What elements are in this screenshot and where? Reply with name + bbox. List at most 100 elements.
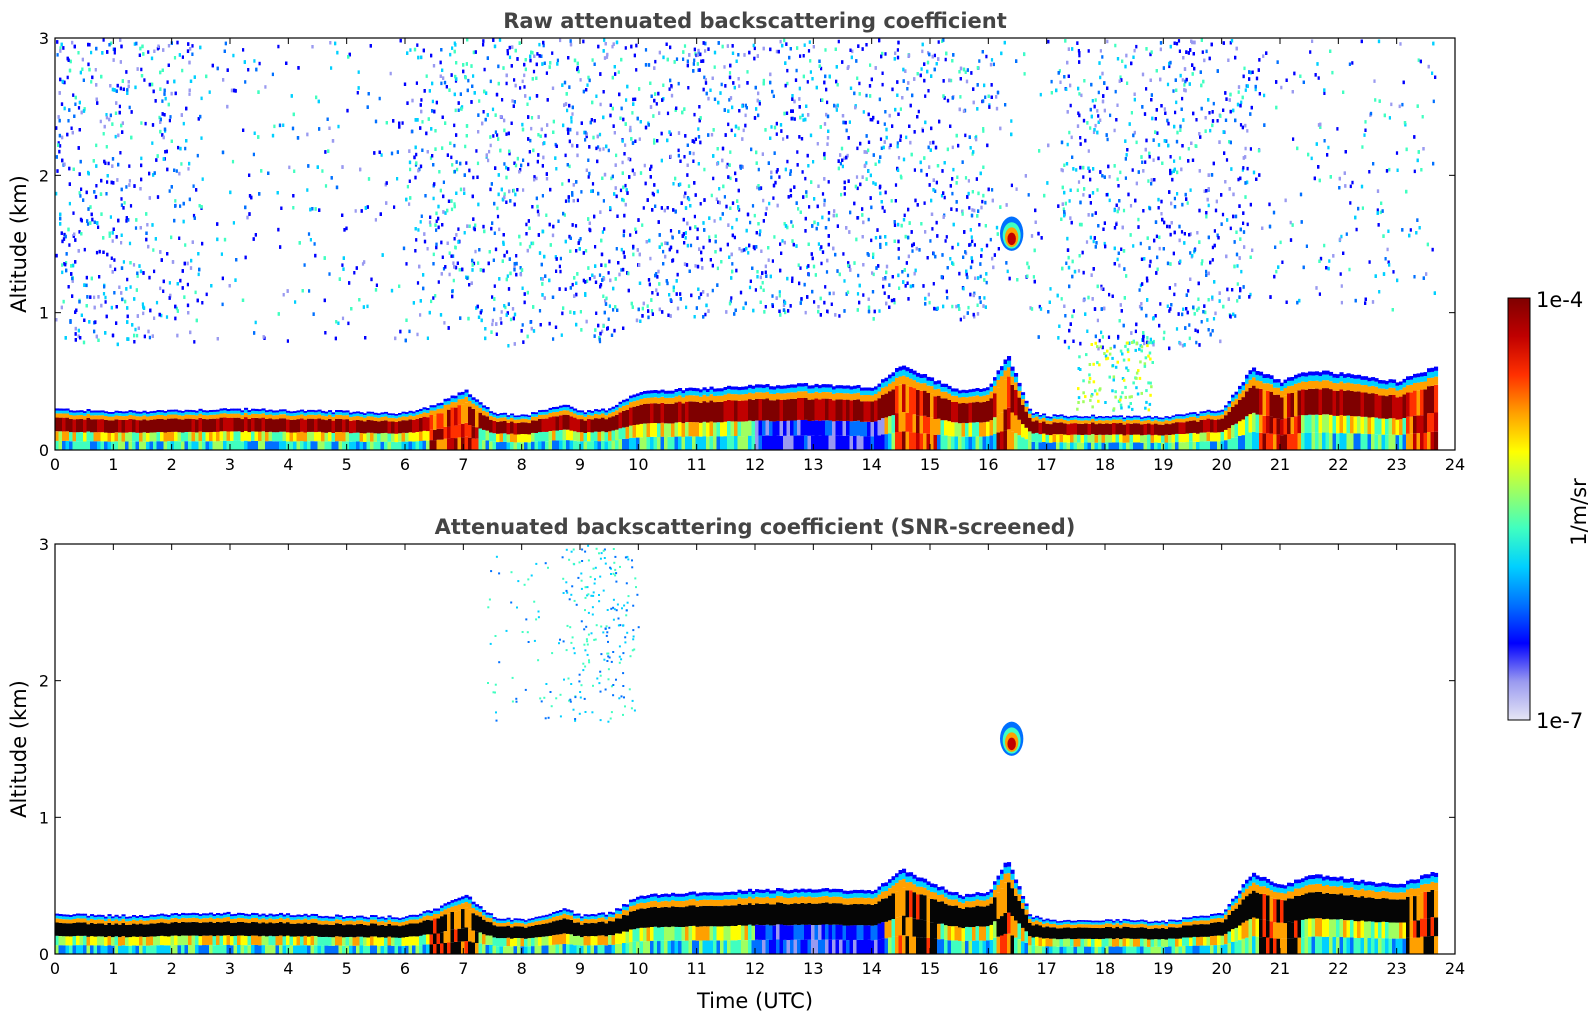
noise-pixel	[607, 271, 610, 275]
layer-cell	[1406, 380, 1411, 386]
layer-cell	[202, 412, 207, 415]
noise-pixel	[1166, 82, 1170, 87]
layer-cell	[951, 395, 956, 402]
noise-pixel	[653, 138, 656, 142]
noise-pixel	[897, 256, 900, 260]
layer-cell	[1129, 420, 1134, 424]
layer-cell	[769, 400, 774, 422]
noise-pixel	[66, 75, 69, 80]
layer-cell	[149, 411, 154, 414]
noise-pixel	[530, 116, 534, 120]
layer-cell	[167, 441, 172, 450]
noise-pixel	[401, 121, 404, 125]
layer-cell	[569, 440, 574, 450]
noise-pixel	[559, 269, 562, 274]
layer-cell	[741, 421, 746, 437]
layer-cell	[1010, 431, 1015, 450]
noise-pixel	[858, 81, 861, 86]
layer-cell	[611, 411, 616, 417]
layer-cell	[727, 399, 732, 422]
noise-pixel	[90, 50, 93, 55]
layer-cell	[1112, 434, 1117, 443]
layer-cell	[1010, 370, 1015, 377]
noise-pixel	[1189, 188, 1192, 192]
layer-cell	[643, 391, 648, 394]
layer-cell	[163, 419, 168, 433]
layer-cell	[450, 398, 455, 402]
layer-cell	[1420, 415, 1425, 433]
layer-cell	[485, 416, 490, 431]
layer-cell	[1266, 433, 1271, 450]
noise-pixel	[706, 293, 709, 297]
layer-cell	[968, 422, 973, 437]
layer-cell	[1423, 432, 1428, 450]
noise-pixel	[1108, 175, 1111, 179]
noise-pixel	[451, 163, 454, 167]
layer-cell	[114, 415, 119, 420]
layer-cell	[111, 416, 116, 421]
noise-pixel	[869, 63, 872, 67]
noise-pixel	[123, 201, 126, 205]
noise-pixel	[1163, 107, 1166, 111]
noise-pixel	[726, 162, 729, 167]
layer-cell	[1080, 435, 1085, 443]
layer-cell	[636, 393, 641, 397]
layer-cell	[1021, 437, 1026, 450]
layer-cell	[282, 409, 287, 412]
layer-cell	[1353, 375, 1358, 379]
noise-pixel	[782, 137, 785, 141]
layer-cell	[1287, 393, 1292, 418]
layer-cell	[891, 376, 896, 382]
layer-cell	[667, 423, 672, 437]
layer-cell	[860, 395, 865, 402]
layer-cell	[737, 421, 742, 437]
layer-cell	[471, 403, 476, 409]
layer-cell	[268, 431, 273, 442]
layer-cell	[79, 410, 84, 413]
noise-pixel	[1254, 87, 1257, 92]
noise-pixel	[432, 196, 435, 201]
layer-cell	[1227, 411, 1232, 428]
layer-cell	[1059, 434, 1064, 443]
layer-cell	[783, 399, 788, 421]
layer-cell	[674, 392, 679, 397]
layer-cell	[800, 386, 805, 392]
noise-pixel	[155, 300, 159, 305]
layer-cell	[377, 441, 382, 450]
layer-cell	[517, 442, 522, 450]
layer-cell	[538, 418, 543, 433]
layer-cell	[1280, 382, 1285, 387]
layer-cell	[181, 419, 186, 433]
noise-pixel	[1120, 247, 1123, 251]
layer-cell	[608, 417, 613, 432]
layer-cell	[545, 409, 550, 412]
layer-cell	[1346, 390, 1351, 416]
layer-cell	[891, 389, 896, 416]
layer-cell	[1000, 366, 1005, 371]
noise-pixel	[273, 124, 276, 129]
layer-cell	[685, 401, 690, 423]
noise-pixel	[111, 239, 114, 243]
layer-cell	[303, 432, 308, 442]
noise-pixel	[560, 333, 563, 337]
layer-cell	[1259, 388, 1264, 415]
layer-cell	[555, 411, 560, 417]
layer-cell	[926, 376, 931, 381]
layer-cell	[699, 389, 704, 393]
noise-pixel	[142, 311, 145, 316]
noise-pixel	[417, 228, 420, 232]
noise-pixel	[1039, 92, 1042, 97]
layer-cell	[464, 436, 469, 450]
noise-pixel	[68, 243, 71, 247]
noise-pixel	[899, 107, 902, 111]
noise-pixel	[579, 310, 582, 314]
layer-cell	[989, 383, 994, 387]
layer-cell	[937, 380, 942, 384]
layer-cell	[1171, 415, 1176, 418]
layer-cell	[895, 432, 900, 450]
noise-pixel	[857, 273, 860, 278]
layer-cell	[1217, 432, 1222, 442]
noise-pixel	[493, 231, 496, 235]
layer-cell	[692, 387, 697, 391]
noise-pixel	[166, 80, 169, 84]
